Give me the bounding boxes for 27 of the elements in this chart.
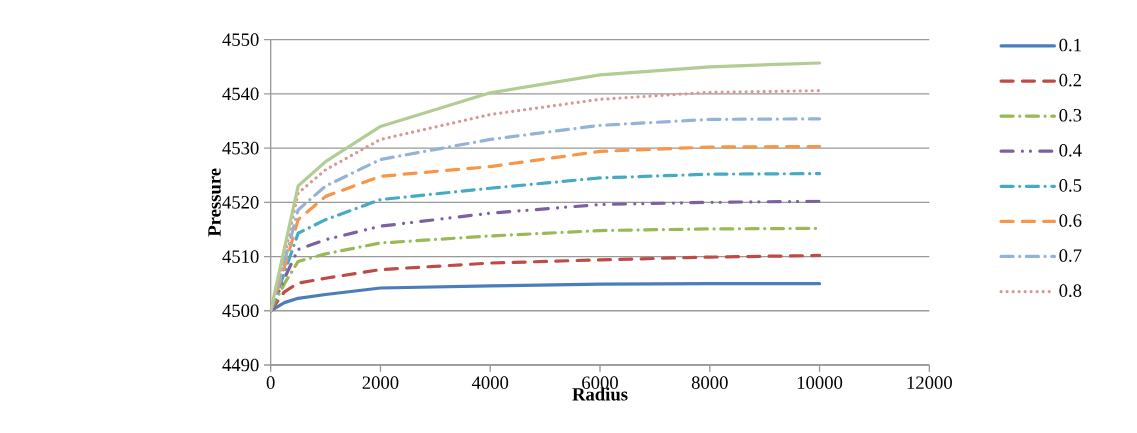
legend-label: 0.8 <box>1059 284 1082 298</box>
legend-label: 0.2 <box>1059 73 1081 87</box>
line-series <box>270 199 822 313</box>
x-axis-title: Radius <box>572 387 628 401</box>
y-tick-label: 4520 <box>222 196 259 209</box>
y-tick-label: 4530 <box>222 141 259 155</box>
line-series <box>270 253 822 313</box>
y-axis-title: Pressure <box>208 168 221 237</box>
line-series <box>270 282 822 313</box>
legend-label: 0.7 <box>1059 249 1082 262</box>
y-tick-label: 4540 <box>222 87 259 101</box>
x-tick-label: 4000 <box>471 376 509 389</box>
x-tick-label: 6000 <box>582 376 618 389</box>
y-tick-label: 4550 <box>222 33 259 46</box>
x-tick-label: 2000 <box>362 376 399 389</box>
y-tick-label: 4510 <box>222 250 259 263</box>
x-tick-label: 12000 <box>907 376 952 389</box>
legend-label: 0.1 <box>1059 38 1081 52</box>
legend-label: 0.5 <box>1059 179 1082 192</box>
x-tick-label: 10000 <box>797 376 843 389</box>
legend-label: 0.6 <box>1059 214 1082 227</box>
legend-label: 0.3 <box>1059 108 1082 122</box>
x-tick-label: 0 <box>266 376 275 389</box>
y-tick-label: 4500 <box>222 304 259 318</box>
legend-label: 0.4 <box>1059 144 1082 157</box>
y-tick-label: 4490 <box>222 358 259 372</box>
x-tick-label: 8000 <box>691 376 728 389</box>
